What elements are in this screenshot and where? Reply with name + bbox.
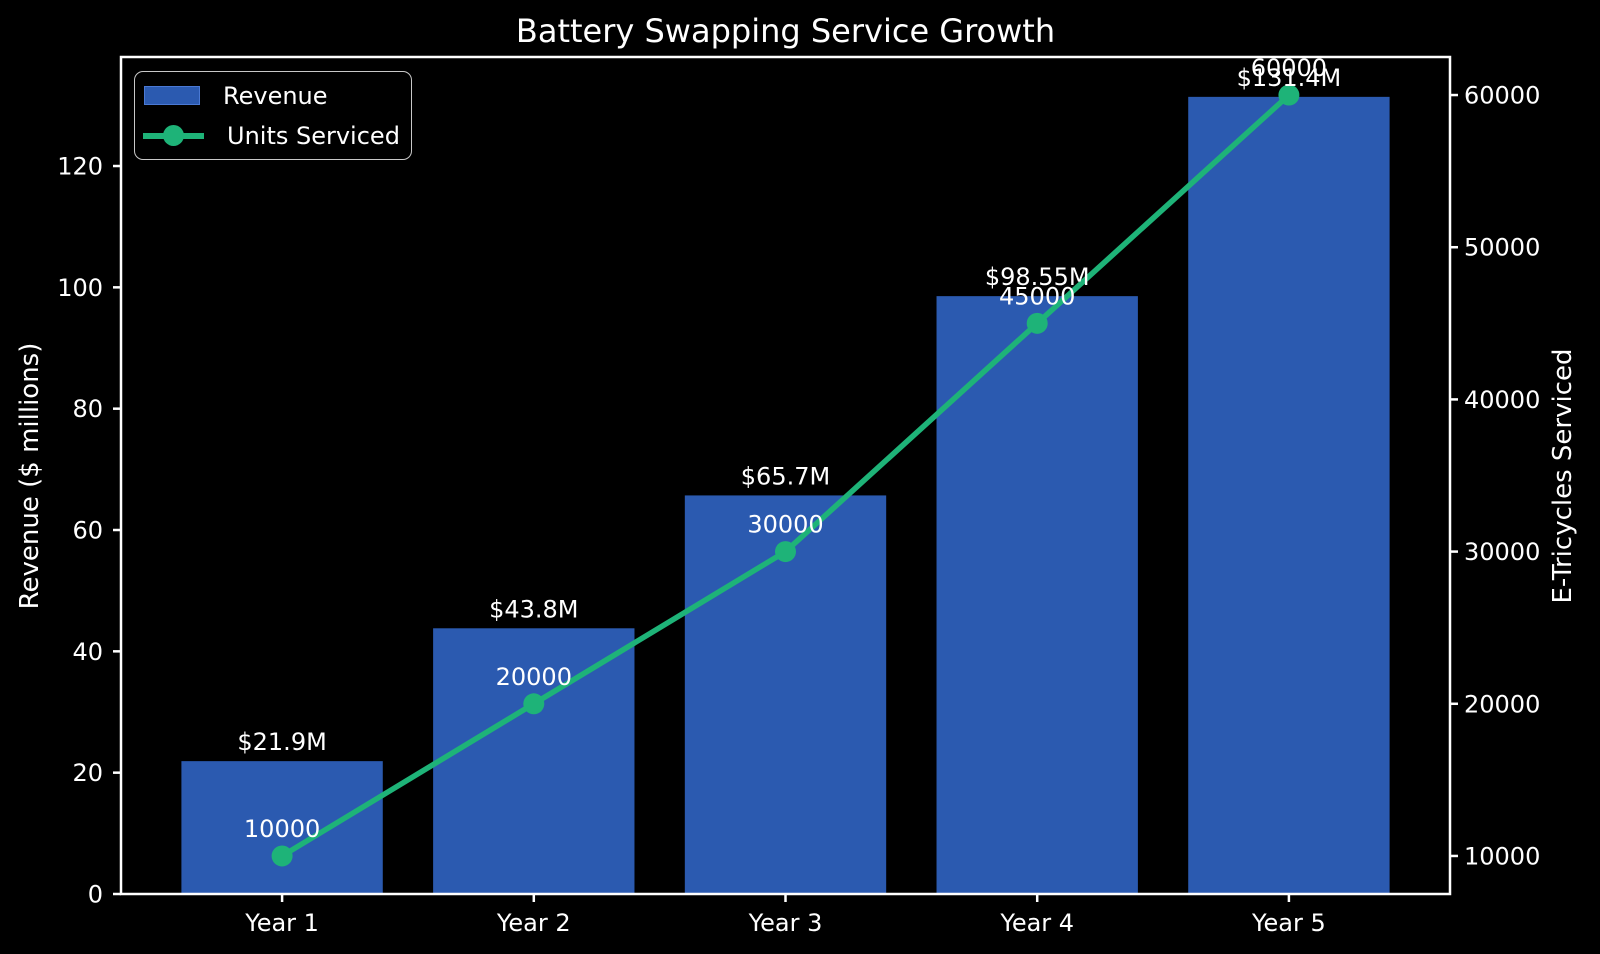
revenue-bar-year-5 [1188,96,1390,895]
revenue-value-label: $43.8M [489,595,578,623]
units-serviced-marker-year-5 [1278,84,1300,106]
revenue-bar-year-4 [936,296,1138,895]
right-tick-label: 50000 [1464,234,1540,262]
units-value-label: 10000 [244,815,320,843]
legend-item-units-serviced: Units Serviced [135,120,411,152]
left-tick-label: 0 [88,881,103,909]
units-serviced-marker-year-2 [523,693,545,715]
right-tick-label: 30000 [1464,538,1540,566]
revenue-value-label: $21.9M [237,728,326,756]
revenue-bar-year-1 [181,761,383,894]
units-serviced-marker-year-1 [271,845,293,867]
marker-sample [163,124,184,146]
x-tick-label: Year 3 [748,909,823,937]
units-value-label: 45000 [999,282,1075,310]
right-tick-label: 20000 [1464,690,1540,718]
left-tick-label: 60 [72,517,103,545]
left-tick-label: 20 [72,759,103,787]
x-tick-label: Year 2 [496,909,571,937]
left-tick-label: 40 [72,638,103,666]
units-serviced-marker-year-3 [775,541,796,563]
chart-title: Battery Swapping Service Growth [515,12,1056,50]
x-tick-label: Year 4 [999,909,1074,937]
units-serviced-swatch-icon [143,124,204,147]
left-tick-label: 100 [57,274,103,302]
x-tick-label: Year 1 [244,909,319,937]
revenue-bar-year-2 [433,628,635,894]
revenue-value-label: $98.55M [985,263,1090,291]
x-tick-label: Year 5 [1251,909,1326,937]
right-tick-label: 40000 [1464,386,1540,414]
right-tick-label: 60000 [1464,82,1540,110]
units-serviced-marker-year-4 [1026,312,1048,334]
units-value-label: 60000 [1251,54,1327,82]
units-value-label: 20000 [496,663,572,691]
legend-item-revenue: Revenue [135,80,411,112]
legend-item-label: Units Serviced [227,121,400,150]
left-tick-label: 120 [57,153,103,181]
revenue-swatch-icon [144,86,200,105]
revenue-value-label: $65.7M [741,462,830,490]
legend: Revenue Units Serviced [134,71,412,160]
right-tick-label: 10000 [1464,842,1540,870]
left-tick-label: 80 [72,395,103,423]
units-value-label: 30000 [747,511,823,539]
revenue-value-label: $131.4M [1237,64,1342,92]
legend-item-label: Revenue [223,81,328,110]
